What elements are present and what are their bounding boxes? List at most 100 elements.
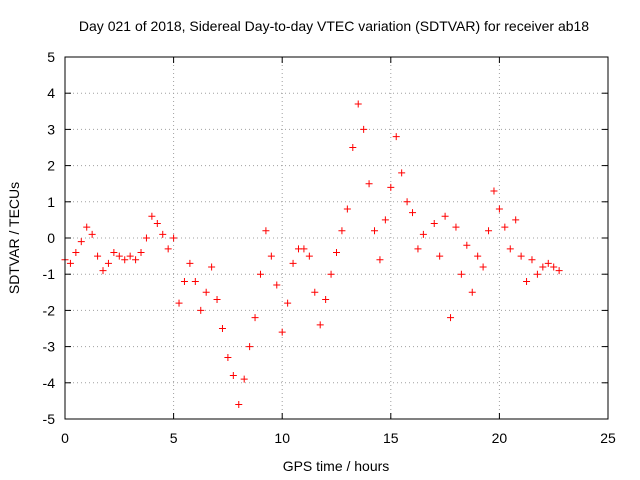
data-point — [555, 267, 563, 275]
data-point — [463, 241, 471, 249]
data-point — [197, 306, 205, 314]
data-point — [544, 259, 552, 267]
data-point — [452, 223, 460, 231]
axis-ticks — [64, 56, 609, 420]
data-point — [360, 125, 368, 133]
grid-lines — [65, 57, 608, 419]
data-point — [240, 375, 248, 383]
data-point — [110, 248, 118, 256]
data-point — [333, 248, 340, 256]
data-point — [115, 252, 123, 260]
y-tick-label: 4 — [47, 85, 55, 101]
data-point — [316, 321, 324, 329]
data-point — [300, 245, 308, 253]
data-point — [338, 227, 346, 235]
data-point — [83, 223, 91, 231]
data-point — [365, 180, 373, 188]
data-point — [550, 263, 558, 271]
data-point — [121, 256, 129, 264]
data-point — [99, 267, 107, 275]
y-tick-label: -1 — [43, 266, 56, 282]
data-point — [398, 169, 406, 177]
data-point — [457, 270, 465, 278]
data-point — [485, 227, 493, 235]
data-point — [88, 230, 96, 238]
data-point — [246, 343, 254, 351]
data-point — [447, 314, 455, 322]
data-point — [251, 314, 259, 322]
y-tick-label: 1 — [47, 194, 55, 210]
chart-title: Day 021 of 2018, Sidereal Day-to-day VTE… — [79, 18, 589, 34]
data-point — [148, 212, 156, 220]
data-point — [262, 227, 270, 235]
data-point — [278, 328, 286, 336]
data-point — [517, 252, 525, 260]
data-point — [186, 259, 194, 267]
y-tick-label: 0 — [47, 230, 55, 246]
data-point — [132, 256, 140, 264]
data-point — [474, 252, 482, 260]
data-point — [528, 256, 536, 264]
y-tick-label: -3 — [43, 339, 56, 355]
data-point — [354, 100, 362, 108]
data-point — [403, 198, 411, 206]
data-point — [381, 216, 389, 224]
data-point — [289, 259, 297, 267]
y-axis-label: SDTVAR / TECUs — [6, 182, 22, 294]
data-point — [414, 245, 422, 253]
data-point — [170, 234, 178, 242]
data-point — [430, 220, 438, 228]
x-tick-label: 10 — [274, 430, 290, 446]
x-tick-label: 15 — [383, 430, 399, 446]
data-point — [72, 248, 80, 256]
data-point — [322, 296, 330, 304]
data-point — [343, 205, 351, 213]
data-point — [213, 296, 221, 304]
data-point — [94, 252, 102, 260]
data-point — [267, 252, 275, 260]
data-point — [539, 263, 547, 271]
data-point — [137, 248, 145, 256]
data-point — [180, 277, 188, 285]
data-point — [224, 353, 232, 361]
data-point — [202, 288, 210, 296]
data-point — [235, 401, 243, 409]
data-point — [495, 205, 503, 213]
data-point — [327, 270, 335, 278]
data-point — [104, 259, 112, 267]
y-tick-label: 2 — [47, 158, 55, 174]
data-point — [77, 238, 85, 246]
data-points — [61, 100, 563, 409]
data-point — [501, 223, 509, 231]
data-point — [159, 230, 167, 238]
data-point — [153, 220, 161, 228]
data-point — [284, 299, 292, 307]
data-point — [419, 230, 427, 238]
data-point — [229, 372, 237, 380]
y-tick-label: -4 — [43, 375, 56, 391]
y-tick-label: 3 — [47, 121, 55, 137]
data-point — [533, 270, 541, 278]
data-point — [164, 245, 172, 253]
data-point — [523, 277, 531, 285]
data-point — [349, 144, 357, 151]
data-point — [387, 183, 395, 191]
data-point — [506, 245, 514, 253]
data-point — [208, 263, 216, 271]
data-point — [490, 187, 498, 195]
data-point — [376, 256, 384, 264]
y-tick-label: -2 — [43, 302, 56, 318]
x-tick-labels: 0 5 10 15 20 25 — [61, 430, 616, 446]
data-point — [305, 252, 313, 260]
y-tick-label: -5 — [43, 411, 56, 427]
x-tick-label: 5 — [170, 430, 178, 446]
data-point — [218, 325, 226, 332]
x-tick-label: 0 — [61, 430, 69, 446]
data-point — [311, 288, 319, 296]
data-point — [392, 133, 400, 141]
y-tick-labels: -5 -4 -3 -2 -1 0 1 2 3 4 5 — [43, 49, 56, 427]
data-point — [512, 216, 520, 224]
data-point — [436, 252, 444, 260]
data-point — [409, 209, 417, 217]
